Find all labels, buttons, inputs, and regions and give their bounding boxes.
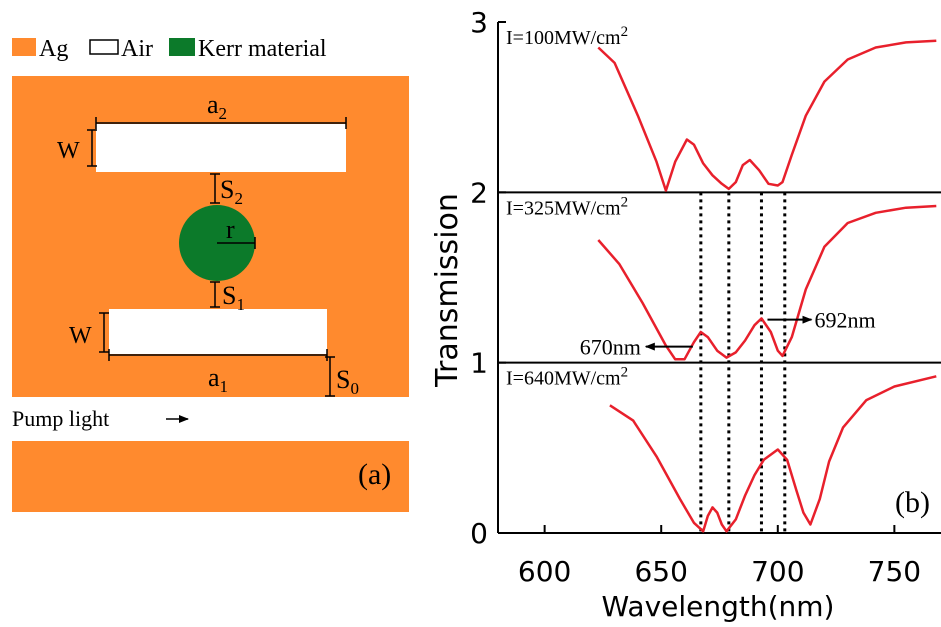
series-label-1: I=325MW/cm2 [506, 194, 628, 219]
series-label-2: I=640MW/cm2 [506, 365, 628, 390]
x-axis-label: Wavelength(nm) [602, 590, 835, 623]
air-slot-top [96, 124, 346, 172]
series-line-2 [609, 375, 937, 533]
dim-r-label: r [226, 215, 235, 244]
panel-a: Ag Air Kerr material a2 W S2 r [12, 36, 409, 512]
series-line-1 [597, 204, 937, 361]
series-line-0 [597, 39, 937, 192]
y-tick-label-2: 2 [470, 176, 488, 209]
dim-a2-label: a2 [207, 90, 227, 123]
legend-ag-swatch [12, 38, 36, 56]
panel-b-label: (b) [895, 486, 930, 519]
y-tick-label-1: 1 [470, 347, 488, 380]
legend: Ag Air Kerr material [12, 36, 327, 62]
dim-s2-label: S2 [220, 175, 243, 208]
dim-w-bottom-label: W [69, 323, 92, 349]
dim-s1-label: S1 [222, 281, 245, 314]
air-slot-bottom [109, 309, 327, 354]
annotation-label-0: 670nm [580, 335, 641, 360]
x-tick-label-600: 600 [518, 555, 571, 588]
silver-strip [12, 441, 409, 512]
x-tick-label-750: 750 [868, 555, 921, 588]
panel-a-label: (a) [358, 458, 391, 491]
x-tick-label-700: 700 [751, 555, 804, 588]
dim-a1-label: a1 [208, 363, 228, 396]
legend-air-label: Air [121, 36, 153, 62]
legend-ag-label: Ag [39, 36, 68, 62]
y-tick-label-0: 0 [470, 517, 488, 550]
y-tick-label-3: 3 [470, 6, 488, 39]
x-tick-label-650: 650 [634, 555, 687, 588]
panel-b: 0 1 2 3 600 650 700 750 I=100MW/cm2 I=325MW/cm2 I=… [430, 6, 941, 623]
legend-air-swatch [89, 39, 119, 55]
y-axis-label: Transmission [430, 193, 465, 388]
plot-area: 0 1 2 3 600 650 700 750 I=100MW/cm2 I=325MW/cm2 I=… [470, 6, 941, 588]
dim-w-top-label: W [57, 138, 80, 164]
series-label-0: I=100MW/cm2 [506, 24, 628, 49]
dim-s0-label: S0 [336, 365, 359, 398]
legend-kerr-swatch [169, 38, 195, 56]
annotation-label-1: 692nm [814, 308, 875, 333]
legend-kerr-label: Kerr material [198, 36, 327, 62]
pump-light-label: Pump light [12, 406, 109, 431]
